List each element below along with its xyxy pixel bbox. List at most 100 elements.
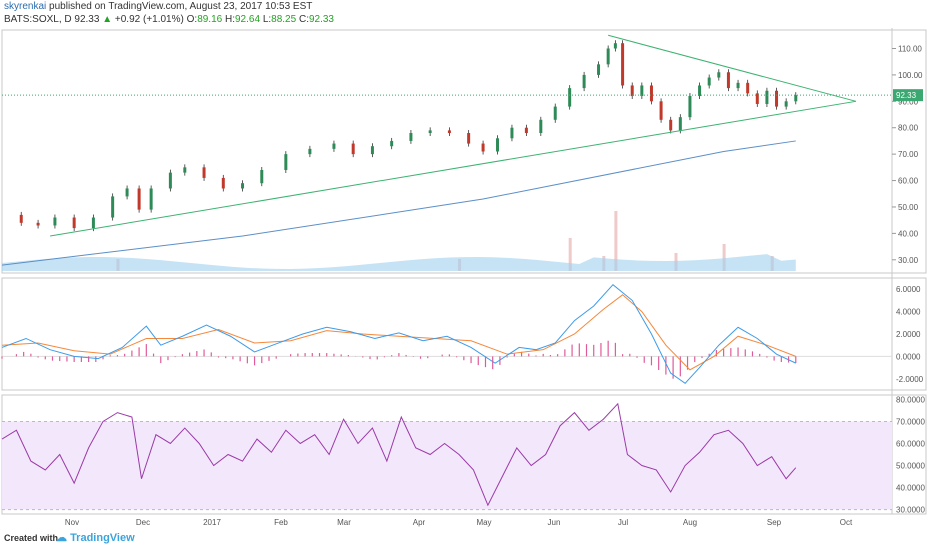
candle-body (765, 90, 769, 104)
rsi-tick-label: 80.0000 (896, 395, 925, 404)
symbol-label: BATS:SOXL, D (4, 14, 72, 25)
candle-body (467, 133, 471, 144)
price-tick-label: 110.00 (898, 44, 922, 53)
candle-body (606, 48, 610, 65)
cloud-icon: ☁ (56, 532, 67, 544)
x-axis-label: Jun (548, 518, 561, 527)
rsi-line (1, 402, 797, 507)
x-axis-label: Aug (683, 518, 697, 527)
open-label: O: (186, 14, 198, 25)
candle-body (202, 167, 206, 178)
price-tick-label: 30.00 (898, 256, 919, 265)
volume-bar (614, 211, 618, 271)
low-label: L: (262, 14, 272, 25)
candle-body (707, 77, 711, 86)
x-axis-label: Mar (337, 518, 351, 527)
candle-body (510, 127, 514, 139)
candle-body (168, 172, 172, 189)
candle-body (332, 143, 336, 149)
author-link[interactable]: skyrenkai (4, 1, 47, 12)
candle-body (481, 143, 485, 152)
candle-body (351, 143, 355, 155)
high-value: 92.64 (235, 14, 261, 25)
candle-body (447, 130, 451, 134)
candle-body (111, 196, 115, 218)
x-axis-label: 2017 (203, 518, 221, 527)
publish-header: skyrenkai published on TradingView.com, … (4, 1, 312, 12)
x-axis-label: Sep (767, 518, 782, 527)
last-price: 92.33 (74, 14, 100, 25)
candle-body (72, 217, 76, 229)
chart-canvas[interactable]: 110.00 100.00 90.00 80.00 70.00 60.00 50.00 40.… (0, 0, 932, 530)
candle-body (698, 85, 702, 97)
candle-body (390, 140, 394, 147)
macd-tick-label: 6.0000 (896, 285, 921, 294)
candle-body (524, 127, 528, 134)
candle-body (260, 169, 264, 184)
rsi-tick-label: 70.0000 (896, 417, 925, 426)
moving-average-line (1, 140, 796, 266)
low-value: 88.25 (271, 14, 297, 25)
price-tick-label: 100.00 (898, 71, 923, 80)
candle-body (409, 133, 413, 141)
macd-signal-line (1, 294, 796, 371)
price-tick-label: 80.00 (898, 124, 919, 133)
candle-body (659, 101, 663, 120)
symbol-header: BATS:SOXL, D 92.33 ▲ +0.92 (+1.01%) O:89… (4, 14, 334, 25)
volume-bar (568, 238, 572, 271)
candle-body (784, 101, 788, 107)
candle-body (736, 82, 740, 89)
macd-pane-frame (1, 277, 927, 391)
x-axis-label: Oct (840, 518, 853, 527)
published-text: published on TradingView.com, August 23,… (49, 1, 313, 12)
candle-body (183, 167, 187, 173)
upper-trendline (608, 34, 857, 102)
rsi-tick-label: 40.0000 (896, 484, 925, 493)
macd-tick-label: 4.0000 (896, 308, 921, 317)
high-label: H: (225, 14, 235, 25)
x-axis-label: Apr (413, 518, 426, 527)
price-tick-label: 70.00 (898, 150, 919, 159)
rsi-band (2, 421, 892, 510)
x-axis-label: Dec (136, 518, 150, 527)
candle-body (621, 43, 625, 86)
candle-body (568, 88, 572, 107)
price-tick-label: 60.00 (898, 177, 919, 186)
candle-body (649, 85, 653, 102)
candle-body (630, 85, 634, 97)
candle-body (597, 64, 601, 75)
candle-body (91, 217, 95, 229)
candle-body (717, 72, 721, 78)
candle-body (370, 146, 374, 155)
candle-body (308, 148, 312, 155)
candle-body (553, 106, 557, 120)
close-label: C: (298, 14, 309, 25)
tradingview-brand: TradingView (70, 532, 135, 544)
candle-body (149, 188, 153, 210)
candle-body (19, 214, 23, 223)
volume-bar (722, 244, 726, 271)
macd-tick-label: -2.0000 (896, 375, 924, 384)
x-axis-label: May (476, 518, 491, 527)
candle-body (137, 188, 141, 210)
candle-body (582, 74, 586, 89)
candle-body (613, 43, 617, 49)
candle-body (36, 222, 40, 226)
candle-body (640, 85, 644, 97)
lower-trendline (50, 100, 857, 237)
candle-body (539, 119, 543, 134)
x-axis-label: Nov (65, 518, 79, 527)
price-change: +0.92 (+1.01%) (114, 14, 184, 25)
candle-body (726, 72, 730, 89)
tradingview-logo[interactable]: ☁ TradingView (56, 531, 135, 544)
last-price-badge (893, 89, 923, 102)
x-axis-label: Feb (274, 518, 288, 527)
x-axis-label: Jul (618, 518, 628, 527)
close-value: 92.33 (308, 14, 334, 25)
macd-tick-label: 2.0000 (896, 330, 921, 339)
open-value: 89.16 (197, 14, 223, 25)
candle-body (125, 188, 129, 197)
candle-body (53, 217, 57, 226)
rsi-tick-label: 30.0000 (896, 506, 925, 515)
candle-body (284, 154, 288, 170)
